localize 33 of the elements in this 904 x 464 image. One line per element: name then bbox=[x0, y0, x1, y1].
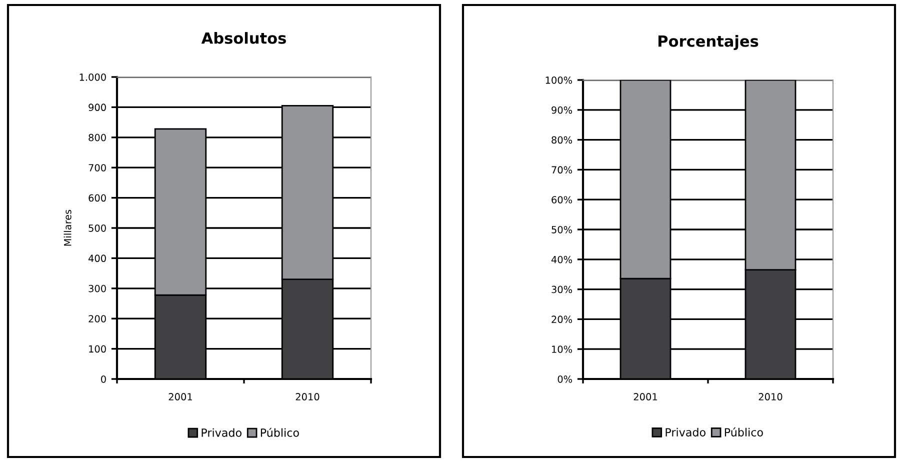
y-tick-label: 50% bbox=[552, 226, 572, 234]
legend-label: Público bbox=[260, 428, 299, 437]
y-tick-label: 70% bbox=[552, 166, 572, 174]
y-tick-label: 30% bbox=[552, 286, 572, 294]
x-tick-label: 2001 bbox=[634, 393, 657, 400]
y-tick-label: 10% bbox=[552, 346, 572, 353]
y-tick-label: 500 bbox=[88, 224, 106, 232]
legend-label: Público bbox=[724, 427, 763, 436]
y-axis-title: Millares bbox=[64, 210, 72, 246]
y-tick-label: 700 bbox=[88, 164, 106, 172]
y-tick-label: 100 bbox=[89, 345, 106, 353]
legend-label: Privado bbox=[202, 428, 242, 437]
chart-title: Absolutos bbox=[201, 32, 286, 44]
y-tick-label: 40% bbox=[551, 256, 572, 264]
y-tick-label: 600 bbox=[88, 194, 106, 202]
y-tick-label: 0 bbox=[101, 375, 106, 383]
y-tick-label: 90% bbox=[552, 106, 572, 114]
y-tick-label: 800 bbox=[88, 134, 106, 142]
y-tick-label: 400 bbox=[88, 254, 106, 262]
y-tick-label: 80% bbox=[552, 136, 572, 144]
x-tick-label: 2010 bbox=[296, 393, 320, 400]
y-tick-label: 1.000 bbox=[80, 73, 106, 81]
x-tick-label: 2001 bbox=[168, 393, 192, 400]
y-tick-label: 300 bbox=[88, 284, 106, 292]
y-tick-label: 0% bbox=[558, 375, 572, 383]
y-tick-label: 60% bbox=[552, 196, 572, 204]
y-tick-label: 20% bbox=[552, 316, 572, 324]
y-tick-label: 900 bbox=[88, 104, 106, 112]
y-tick-label: 200 bbox=[88, 315, 106, 322]
legend-label: Privado bbox=[666, 428, 706, 436]
y-tick-label: 100% bbox=[546, 76, 572, 84]
chart-title: Porcentajes bbox=[658, 35, 758, 50]
x-tick-label: 2010 bbox=[758, 393, 782, 400]
